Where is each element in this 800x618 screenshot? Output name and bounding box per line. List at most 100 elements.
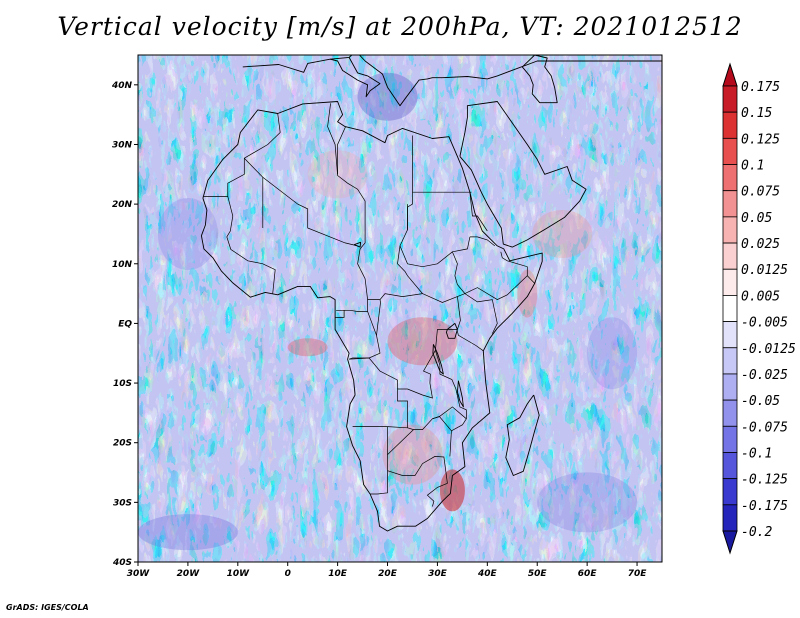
colorbar-label: 0.025 bbox=[741, 237, 780, 252]
country-border bbox=[336, 299, 368, 312]
colorbar-label: -0.075 bbox=[741, 420, 788, 435]
lon-tick-label: 10E bbox=[328, 569, 348, 579]
lon-tick-label: 50E bbox=[528, 569, 548, 579]
lake-outline bbox=[353, 241, 362, 248]
colorbar-label: 0.005 bbox=[741, 289, 780, 304]
field-patch bbox=[537, 472, 638, 533]
colorbar-segment bbox=[722, 399, 738, 427]
field-patch bbox=[439, 469, 465, 512]
arabia-coastline bbox=[459, 101, 587, 248]
colorbar-label: -0.2 bbox=[741, 525, 772, 540]
lake-outline bbox=[445, 322, 458, 339]
lon-tick-label: 20E bbox=[378, 569, 398, 579]
country-border bbox=[435, 329, 467, 457]
lat-tick-label: 30S bbox=[113, 498, 132, 508]
colorbar-segment bbox=[722, 452, 738, 480]
country-border bbox=[397, 350, 452, 432]
velocity-highlights bbox=[138, 72, 638, 551]
country-border bbox=[457, 296, 461, 330]
colorbar-segment bbox=[722, 216, 738, 244]
colorbar-segment bbox=[722, 425, 738, 453]
colorbar-label: -0.025 bbox=[741, 368, 788, 383]
country-border bbox=[469, 236, 496, 247]
europe-coastline bbox=[242, 55, 662, 107]
colorbar-label: -0.1 bbox=[741, 446, 772, 461]
velocity-field bbox=[138, 55, 662, 562]
colorbar-label: -0.005 bbox=[741, 316, 788, 331]
field-patch bbox=[357, 72, 418, 121]
lon-tick-label: 30E bbox=[428, 569, 448, 579]
colorbar-bottom-arrow bbox=[722, 530, 738, 555]
colorbar-segment bbox=[722, 373, 738, 401]
colorbar-segment bbox=[722, 190, 738, 218]
latitude-axis: 40N 30N 20N 10N EQ 10S 20S 30S 40S bbox=[111, 81, 138, 568]
lat-tick-label: 40S bbox=[112, 558, 132, 568]
colorbar-segment bbox=[722, 164, 738, 192]
colorbar-segment bbox=[722, 321, 738, 349]
lon-tick-label: 10W bbox=[227, 569, 251, 579]
colorbar-segment bbox=[722, 111, 738, 139]
colorbar-segment bbox=[722, 504, 738, 532]
italy-coastline bbox=[329, 57, 381, 98]
colorbar-segment bbox=[722, 295, 738, 322]
country-border bbox=[397, 135, 423, 294]
longitude-axis: 30W 20W 10W 0 10E 20E 30E 40E 50E 60E 70E bbox=[127, 562, 647, 579]
colorbar-label: -0.05 bbox=[741, 394, 780, 409]
country-border bbox=[452, 236, 471, 253]
colorbar-segment bbox=[722, 242, 738, 270]
colorbar-label: 0.175 bbox=[741, 80, 780, 95]
colorbar: 0.175 0.15 0.125 0.1 0.075 0.05 0.025 0.0125 0.0… bbox=[722, 62, 796, 555]
country-border bbox=[376, 299, 381, 336]
lon-tick-label: 30W bbox=[127, 569, 151, 579]
lake-outline bbox=[456, 380, 464, 408]
africa-coastline bbox=[200, 101, 543, 532]
lat-tick-label: EQ bbox=[118, 319, 132, 329]
lat-tick-label: 30N bbox=[112, 140, 133, 150]
field-patch bbox=[532, 209, 593, 258]
field-patch bbox=[517, 269, 538, 318]
colorbar-segment bbox=[722, 85, 738, 113]
caspian-coastline bbox=[521, 55, 558, 104]
field-patch bbox=[382, 424, 443, 485]
colorbar-label: 0.15 bbox=[741, 106, 772, 121]
country-border bbox=[387, 456, 448, 507]
colorbar-label: 0.1 bbox=[741, 159, 764, 174]
field-patch bbox=[387, 317, 458, 366]
country-border bbox=[527, 275, 535, 284]
lon-tick-label: 70E bbox=[628, 569, 648, 579]
political-boundaries bbox=[200, 55, 662, 532]
country-border bbox=[337, 126, 346, 175]
lon-tick-label: 40E bbox=[477, 569, 498, 579]
country-border bbox=[348, 311, 381, 360]
lon-tick-label: 60E bbox=[578, 569, 598, 579]
colorbar-segment bbox=[722, 478, 738, 506]
country-border bbox=[387, 429, 414, 455]
lat-tick-label: 20N bbox=[112, 200, 133, 210]
lat-tick-label: 20S bbox=[113, 439, 132, 449]
colorbar-label: 0.0125 bbox=[741, 263, 788, 278]
field-patch bbox=[287, 338, 328, 357]
colorbar-top-arrow bbox=[722, 62, 738, 87]
lake-outline bbox=[432, 344, 444, 375]
country-border bbox=[335, 310, 345, 318]
field-patch bbox=[157, 197, 218, 270]
country-border bbox=[368, 357, 398, 389]
field-patch bbox=[587, 317, 638, 390]
country-border bbox=[370, 426, 388, 495]
country-border bbox=[226, 196, 276, 294]
lon-tick-label: 0 bbox=[285, 569, 291, 579]
lat-tick-label: 10N bbox=[112, 260, 133, 270]
country-border bbox=[349, 357, 370, 360]
grads-credit: GrADS: IGES/COLA bbox=[6, 603, 89, 612]
country-border bbox=[202, 113, 281, 197]
chart-title: Vertical velocity [m/s] at 200hPa, VT: 2… bbox=[57, 12, 743, 41]
country-border bbox=[469, 192, 488, 232]
colorbar-label: 0.075 bbox=[741, 185, 780, 200]
colorbar-label: -0.0125 bbox=[741, 342, 796, 357]
colorbar-segment bbox=[722, 137, 738, 165]
country-border bbox=[432, 406, 467, 420]
colorbar-label: -0.125 bbox=[741, 473, 788, 488]
lat-tick-label: 40N bbox=[111, 81, 133, 91]
lon-tick-label: 20W bbox=[177, 569, 201, 579]
